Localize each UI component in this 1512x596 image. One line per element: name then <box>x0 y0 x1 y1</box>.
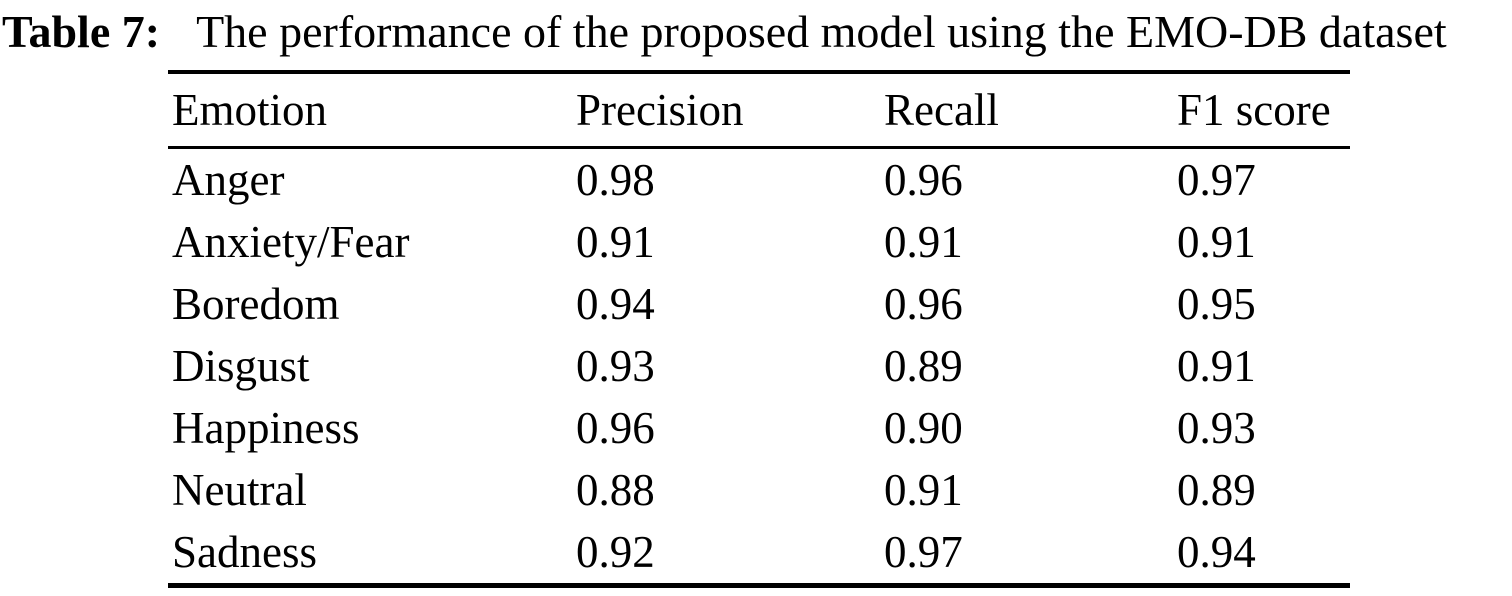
cell-f1-score: 0.93 <box>1177 403 1256 453</box>
cell-emotion: Sadness <box>168 521 572 588</box>
cell-emotion: Neutral <box>172 465 307 515</box>
cell-f1-score: 0.89 <box>1177 465 1256 515</box>
cell-precision: 0.92 <box>572 521 880 588</box>
cell-precision: 0.88 <box>576 465 655 515</box>
table-caption-text: The performance of the proposed model us… <box>196 6 1447 57</box>
cell-f1-score: 0.91 <box>1177 341 1256 391</box>
table-row: Anxiety/Fear 0.91 0.91 0.91 <box>168 211 1350 273</box>
table-row: Sadness 0.92 0.97 0.94 <box>168 521 1350 588</box>
table-caption-label: Table 7: <box>2 6 161 57</box>
cell-recall: 0.96 <box>884 279 963 329</box>
cell-precision: 0.96 <box>576 403 655 453</box>
cell-precision: 0.94 <box>576 279 655 329</box>
column-header-recall: Recall <box>880 72 1173 149</box>
table-row: Boredom 0.94 0.96 0.95 <box>168 273 1350 335</box>
cell-recall: 0.97 <box>880 521 1173 588</box>
header-row: Emotion Precision Recall F1 score <box>168 72 1350 149</box>
cell-recall: 0.96 <box>884 155 963 205</box>
cell-precision: 0.93 <box>576 341 655 391</box>
table-row: Anger 0.98 0.96 0.97 <box>168 148 1350 212</box>
cell-f1-score: 0.91 <box>1177 217 1256 267</box>
cell-f1-score: 0.94 <box>1173 521 1350 588</box>
table-row: Neutral 0.88 0.91 0.89 <box>168 459 1350 521</box>
cell-emotion: Anger <box>172 155 285 205</box>
cell-recall: 0.91 <box>884 465 963 515</box>
table-caption: Table 7: The performance of the proposed … <box>2 6 1512 58</box>
cell-f1-score: 0.95 <box>1177 279 1256 329</box>
results-table: Emotion Precision Recall F1 score Anger … <box>168 70 1350 588</box>
cell-emotion: Happiness <box>172 403 360 453</box>
cell-f1-score: 0.97 <box>1177 155 1256 205</box>
column-header-precision: Precision <box>572 72 880 149</box>
cell-recall: 0.89 <box>884 341 963 391</box>
cell-recall: 0.91 <box>884 217 963 267</box>
cell-emotion: Boredom <box>172 279 340 329</box>
table-row: Happiness 0.96 0.90 0.93 <box>168 397 1350 459</box>
cell-recall: 0.90 <box>884 403 963 453</box>
cell-precision: 0.98 <box>576 155 655 205</box>
cell-emotion: Disgust <box>172 341 310 391</box>
cell-emotion: Anxiety/Fear <box>172 217 410 267</box>
column-header-f1-score: F1 score <box>1173 72 1350 149</box>
cell-precision: 0.91 <box>576 217 655 267</box>
table-row: Disgust 0.93 0.89 0.91 <box>168 335 1350 397</box>
column-header-emotion: Emotion <box>168 72 572 149</box>
